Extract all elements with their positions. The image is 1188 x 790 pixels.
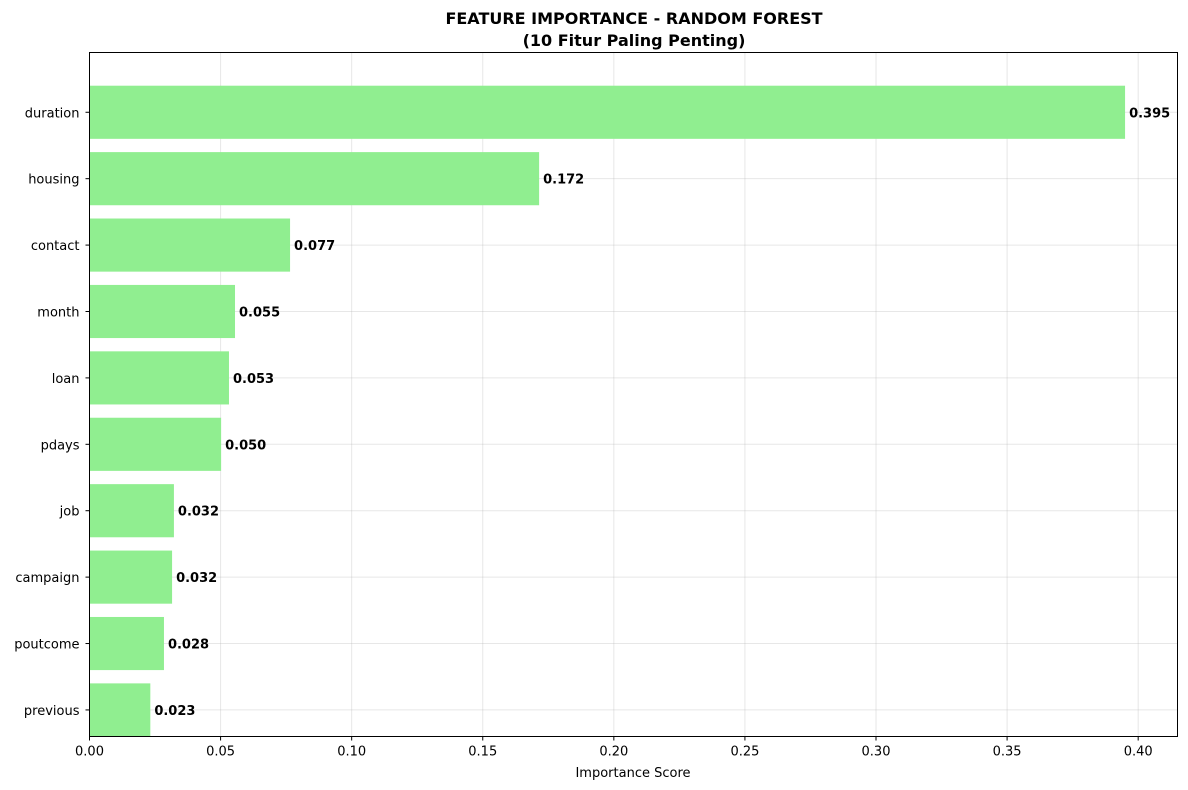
bar-loan — [89, 351, 229, 405]
y-tick-label-housing: housing — [28, 173, 79, 188]
data-label-month: 0.055 — [239, 305, 280, 320]
x-tick-label: 0.10 — [337, 745, 366, 760]
x-tick-label: 0.15 — [468, 745, 497, 760]
bar-pdays — [89, 417, 222, 471]
chart-title-line1: FEATURE IMPORTANCE - RANDOM FOREST — [445, 9, 822, 28]
chart-title-line2: (10 Fitur Paling Penting) — [523, 31, 746, 50]
ticks-layer: 0.00 0.05 0.10 0.15 0.20 0.25 0.30 0.35 0.40 dura… — [14, 106, 1152, 759]
x-tick-label: 0.00 — [75, 745, 104, 760]
data-label-job: 0.032 — [178, 505, 219, 520]
bar-contact — [89, 218, 291, 272]
bar-previous — [89, 683, 151, 737]
bars-layer — [89, 85, 1126, 737]
bar-duration — [89, 85, 1126, 139]
x-tick-label: 0.35 — [993, 745, 1022, 760]
y-tick-label-contact: contact — [31, 239, 80, 254]
x-tick-label: 0.20 — [599, 745, 628, 760]
y-tick-label-campaign: campaign — [15, 571, 79, 586]
bar-housing — [89, 152, 540, 206]
x-tick-label: 0.40 — [1124, 745, 1153, 760]
bar-month — [89, 284, 236, 339]
x-tick-label: 0.25 — [730, 745, 759, 760]
plot-frame — [89, 52, 1178, 737]
y-tick-label-previous: previous — [24, 704, 80, 719]
y-tick-label-job: job — [59, 505, 80, 520]
data-label-poutcome: 0.028 — [168, 638, 209, 653]
bar-campaign — [89, 550, 173, 604]
bar-job — [89, 484, 174, 538]
data-label-previous: 0.023 — [154, 704, 195, 719]
x-axis-label: Importance Score — [575, 766, 690, 781]
data-label-housing: 0.172 — [543, 173, 584, 188]
data-label-contact: 0.077 — [294, 239, 335, 254]
y-tick-label-month: month — [37, 305, 79, 320]
y-tick-label-duration: duration — [25, 106, 80, 121]
data-label-pdays: 0.050 — [225, 438, 266, 453]
x-tick-label: 0.05 — [206, 745, 235, 760]
data-label-duration: 0.395 — [1129, 106, 1170, 121]
y-tick-label-poutcome: poutcome — [14, 638, 79, 653]
data-labels-layer: 0.395 0.172 0.077 0.055 0.053 0.050 0.032 0.032… — [154, 106, 1170, 719]
data-label-campaign: 0.032 — [176, 571, 217, 586]
bar-poutcome — [89, 616, 164, 671]
y-tick-label-loan: loan — [52, 372, 80, 387]
x-tick-label: 0.30 — [862, 745, 891, 760]
data-label-loan: 0.053 — [233, 372, 274, 387]
y-tick-label-pdays: pdays — [41, 438, 80, 453]
